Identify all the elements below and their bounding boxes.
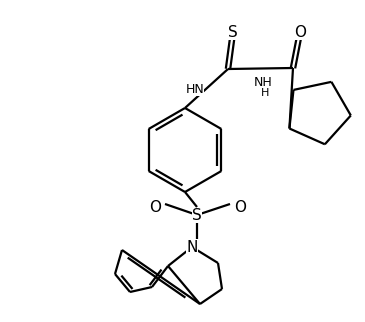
Text: O: O xyxy=(234,200,246,214)
Text: S: S xyxy=(228,24,238,40)
Text: S: S xyxy=(192,207,202,223)
Text: HN: HN xyxy=(186,82,204,96)
Text: O: O xyxy=(149,200,161,214)
Text: NH: NH xyxy=(254,75,272,89)
Text: N: N xyxy=(186,240,198,254)
Text: O: O xyxy=(294,24,306,40)
Text: H: H xyxy=(261,88,269,98)
